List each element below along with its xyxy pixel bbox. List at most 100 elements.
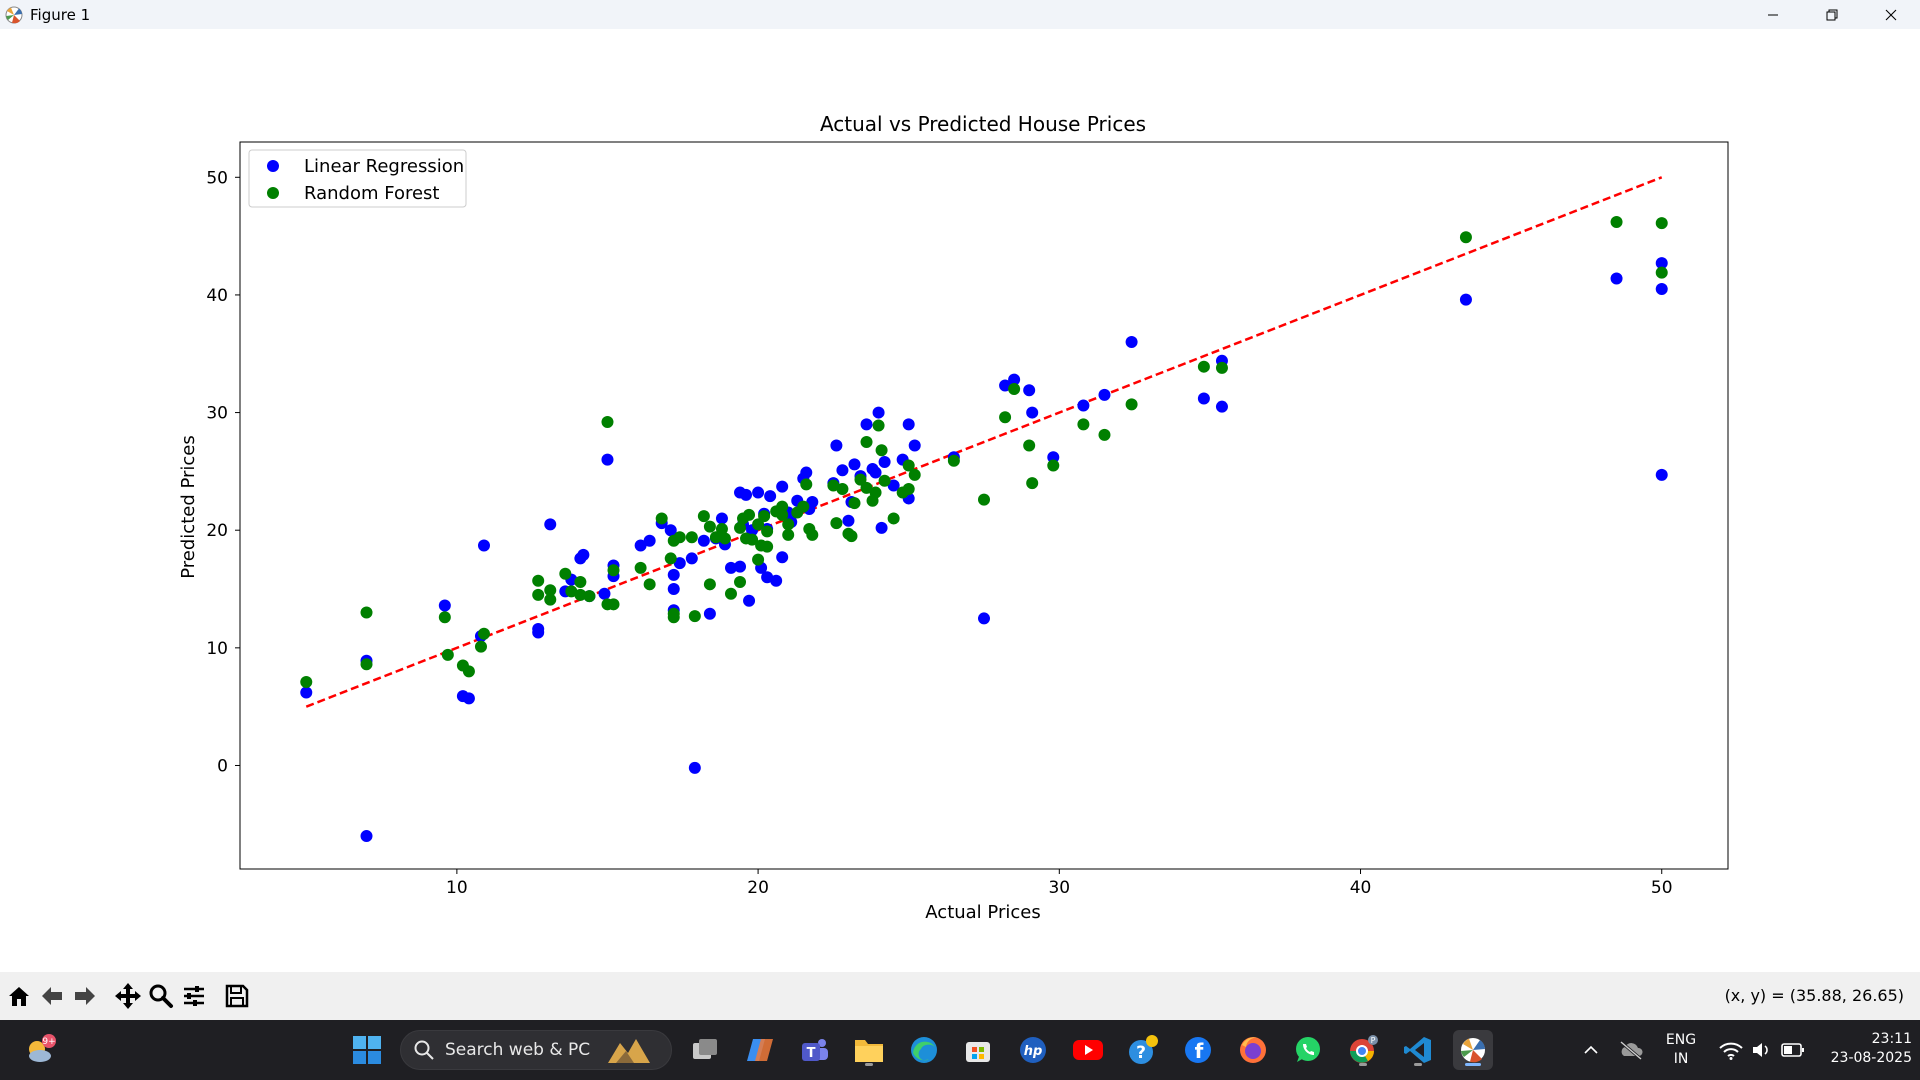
language-indicator[interactable]: ENG IN: [1654, 1032, 1708, 1067]
quick-settings-button[interactable]: [1712, 1030, 1812, 1070]
start-button[interactable]: [347, 1030, 387, 1070]
matplotlib-taskbar-button[interactable]: [1453, 1030, 1493, 1070]
linear-regression-point: [872, 406, 885, 419]
wifi-icon: [1719, 1042, 1743, 1060]
configure-subplots-button[interactable]: [177, 978, 210, 1014]
y-tick-label: 40: [206, 286, 228, 306]
help-icon: ?: [1129, 1035, 1158, 1064]
linear-regression-point: [908, 439, 921, 452]
random-forest-point: [532, 574, 545, 587]
vscode-button[interactable]: [1398, 1030, 1438, 1070]
linear-regression-point: [764, 490, 777, 503]
random-forest-point: [860, 481, 873, 494]
svg-text:P: P: [1371, 1036, 1376, 1045]
edge-icon: [911, 1037, 937, 1063]
back-button[interactable]: [35, 978, 68, 1014]
restore-button[interactable]: [1802, 0, 1861, 29]
random-forest-point: [776, 508, 789, 521]
zoom-icon: [149, 984, 173, 1008]
random-forest-point: [752, 518, 765, 531]
random-forest-point: [836, 483, 849, 496]
edge-button[interactable]: [904, 1030, 944, 1070]
random-forest-point: [724, 587, 737, 600]
close-button[interactable]: [1861, 0, 1920, 29]
linear-regression-point: [761, 571, 774, 584]
random-forest-point: [827, 479, 840, 492]
weather-widget[interactable]: 9+: [20, 1030, 60, 1070]
search-box[interactable]: Search web & PC: [400, 1030, 672, 1070]
configure-subplots-icon: [183, 986, 204, 1006]
firefox-icon: [1240, 1037, 1266, 1063]
linear-regression-point: [477, 539, 490, 552]
copilot-button[interactable]: [740, 1030, 780, 1070]
random-forest-point: [601, 415, 614, 428]
linear-regression-point: [634, 539, 647, 552]
navigation-toolbar: (x, y) = (35.88, 26.65): [0, 972, 1920, 1020]
facebook-button[interactable]: f: [1178, 1030, 1218, 1070]
random-forest-point: [715, 523, 728, 536]
minimize-button[interactable]: [1743, 0, 1802, 29]
random-forest-point: [1077, 418, 1090, 431]
clock-time: 23:11: [1871, 1031, 1912, 1047]
home-button[interactable]: [2, 978, 35, 1014]
random-forest-point: [607, 598, 620, 611]
hp-button[interactable]: hp: [1013, 1030, 1053, 1070]
onedrive-button[interactable]: [1613, 1030, 1649, 1070]
x-tick-label: 20: [747, 878, 769, 898]
random-forest-point: [1098, 428, 1111, 441]
save-button[interactable]: [220, 978, 253, 1014]
linear-regression-point: [836, 464, 849, 477]
random-forest-point: [438, 611, 451, 624]
linear-regression-point: [869, 466, 882, 479]
linear-regression-point: [673, 557, 686, 570]
running-indicator: [1359, 1063, 1367, 1066]
linear-regression-point: [598, 587, 611, 600]
hp-icon: hp: [1020, 1037, 1046, 1063]
random-forest-point: [782, 528, 795, 541]
x-tick-label: 40: [1350, 878, 1372, 898]
pan-button[interactable]: [111, 978, 144, 1014]
linear-regression-point: [776, 480, 789, 493]
linear-regression-point: [1077, 399, 1090, 412]
show-hidden-icons-button[interactable]: [1573, 1030, 1609, 1070]
youtube-button[interactable]: [1068, 1030, 1108, 1070]
chrome-button[interactable]: P: [1343, 1030, 1383, 1070]
forward-button[interactable]: [68, 978, 101, 1014]
teams-button[interactable]: T: [795, 1030, 835, 1070]
random-forest-point: [462, 665, 475, 678]
search-icon: [414, 1040, 434, 1060]
random-forest-point: [776, 500, 789, 513]
random-forest-point: [875, 444, 888, 457]
random-forest-point: [718, 532, 731, 545]
figure-canvas[interactable]: Actual vs Predicted House Prices 10 20 30 4…: [0, 29, 1920, 972]
file-explorer-button[interactable]: [849, 1030, 889, 1070]
clock[interactable]: 23:11 23-08-2025: [1808, 1031, 1912, 1066]
linear-regression-point: [667, 568, 680, 581]
random-forest-point: [477, 627, 490, 640]
y-tick-label: 0: [217, 756, 228, 776]
firefox-button[interactable]: [1233, 1030, 1273, 1070]
store-button[interactable]: [958, 1030, 998, 1070]
random-forest-point: [544, 593, 557, 606]
random-forest-point: [746, 533, 759, 546]
whatsapp-button[interactable]: [1288, 1030, 1328, 1070]
linear-regression-point: [643, 534, 656, 547]
copilot-icon: [747, 1039, 773, 1061]
search-highlight-icon: [608, 1039, 651, 1063]
linear-regression-point: [1459, 293, 1472, 306]
random-forest-point: [872, 419, 885, 432]
random-forest-point: [643, 578, 656, 591]
matplotlib-icon: [1461, 1038, 1485, 1063]
random-forest-point: [854, 473, 867, 486]
linear-regression-point: [806, 495, 819, 508]
back-arrow-icon: [41, 987, 62, 1005]
random-forest-point: [902, 459, 915, 472]
random-forest-point: [709, 531, 722, 544]
help-button[interactable]: ?: [1123, 1030, 1163, 1070]
language-code: ENG: [1665, 1032, 1697, 1048]
task-view-button[interactable]: [685, 1030, 725, 1070]
random-forest-point: [734, 521, 747, 534]
random-forest-point: [574, 588, 587, 601]
zoom-button[interactable]: [144, 978, 177, 1014]
random-forest-point: [634, 561, 647, 574]
